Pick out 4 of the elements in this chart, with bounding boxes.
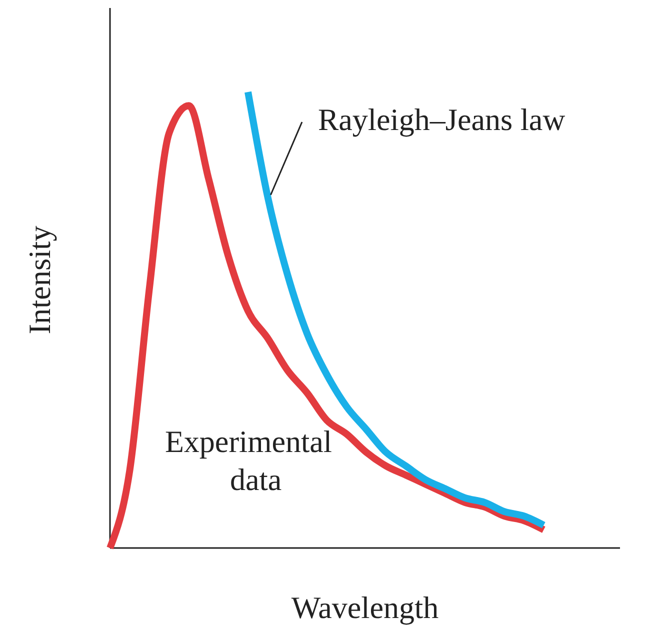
series-label: Rayleigh–Jeans law [318,102,566,137]
series-label: Experimental data [165,424,332,497]
y-axis-title: Intensity [22,225,57,334]
x-axis-title: Wavelength [291,590,440,625]
